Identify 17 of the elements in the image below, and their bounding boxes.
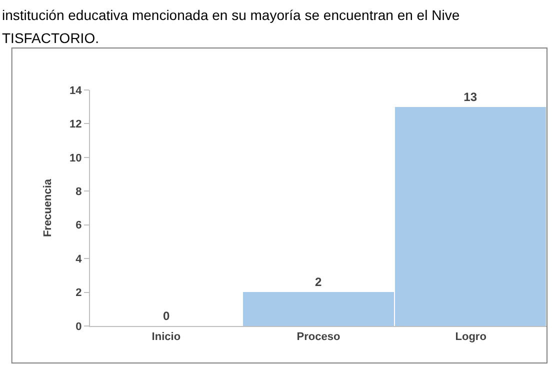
y-tick-label: 14: [70, 84, 83, 97]
data-label: 13: [464, 90, 478, 104]
text: TISFACTORIO.: [2, 30, 99, 46]
x-tick-label: Proceso: [296, 331, 340, 344]
data-label: 2: [315, 275, 322, 289]
y-tick-label: 12: [70, 118, 82, 131]
data-label: 0: [163, 309, 170, 323]
y-tick-label: 4: [76, 253, 83, 266]
y-tick-label: 10: [70, 152, 82, 164]
y-axis-title: Frecuencia: [42, 178, 54, 238]
y-tick-label: 2: [76, 287, 82, 300]
x-tick-label: Logro: [455, 331, 487, 344]
y-tick-label: 6: [76, 220, 82, 232]
x-tick-label: Inicio: [152, 331, 181, 344]
y-tick-label: 0: [76, 320, 82, 333]
y-tick-label: 8: [76, 186, 82, 198]
text: institución educativa mencionada en su mayoría se encuentran en el Nive: [2, 7, 460, 23]
